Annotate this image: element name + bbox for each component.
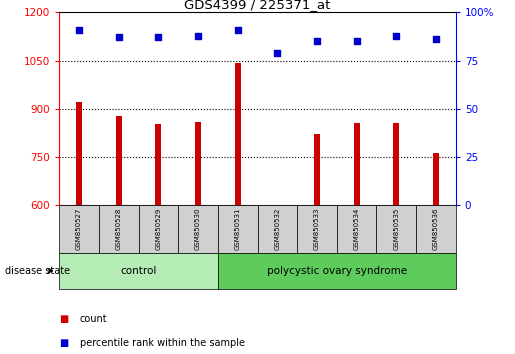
Bar [99,205,139,253]
Point [114,35,123,40]
Point [273,50,281,56]
Bar [297,205,337,253]
Text: count: count [80,314,108,324]
Bar [433,153,439,205]
Text: polycystic ovary syndrome: polycystic ovary syndrome [267,266,407,276]
Title: GDS4399 / 225371_at: GDS4399 / 225371_at [184,0,331,11]
Bar [376,205,416,253]
Point [233,27,242,33]
Text: ■: ■ [59,314,68,324]
Text: GSM850533: GSM850533 [314,208,320,251]
Text: GSM850528: GSM850528 [116,208,122,250]
Bar [218,253,456,289]
Bar [354,123,359,205]
Bar [314,134,320,205]
Text: control: control [121,266,157,276]
Bar [59,253,218,289]
Text: ■: ■ [59,338,68,348]
Bar [156,124,161,205]
Point [75,27,83,33]
Bar [218,205,258,253]
Text: GSM850529: GSM850529 [156,208,161,250]
Bar [195,122,201,205]
Bar [178,205,218,253]
Bar [76,102,82,205]
Point [432,36,440,42]
Bar [416,205,456,253]
Text: GSM850532: GSM850532 [274,208,280,250]
Point [154,35,162,40]
Text: disease state: disease state [5,266,70,276]
Bar [116,116,122,205]
Text: GSM850535: GSM850535 [393,208,399,250]
Point [392,33,401,38]
Bar [235,63,241,205]
Point [194,33,202,38]
Text: GSM850536: GSM850536 [433,208,439,251]
Point [313,39,321,44]
Bar [139,205,178,253]
Text: GSM850527: GSM850527 [76,208,82,250]
Bar [59,205,99,253]
Text: GSM850531: GSM850531 [235,208,241,251]
Bar [258,205,297,253]
Bar [337,205,376,253]
Point [352,39,360,44]
Text: GSM850530: GSM850530 [195,208,201,251]
Text: percentile rank within the sample: percentile rank within the sample [80,338,245,348]
Text: GSM850534: GSM850534 [354,208,359,250]
Bar [393,123,399,205]
